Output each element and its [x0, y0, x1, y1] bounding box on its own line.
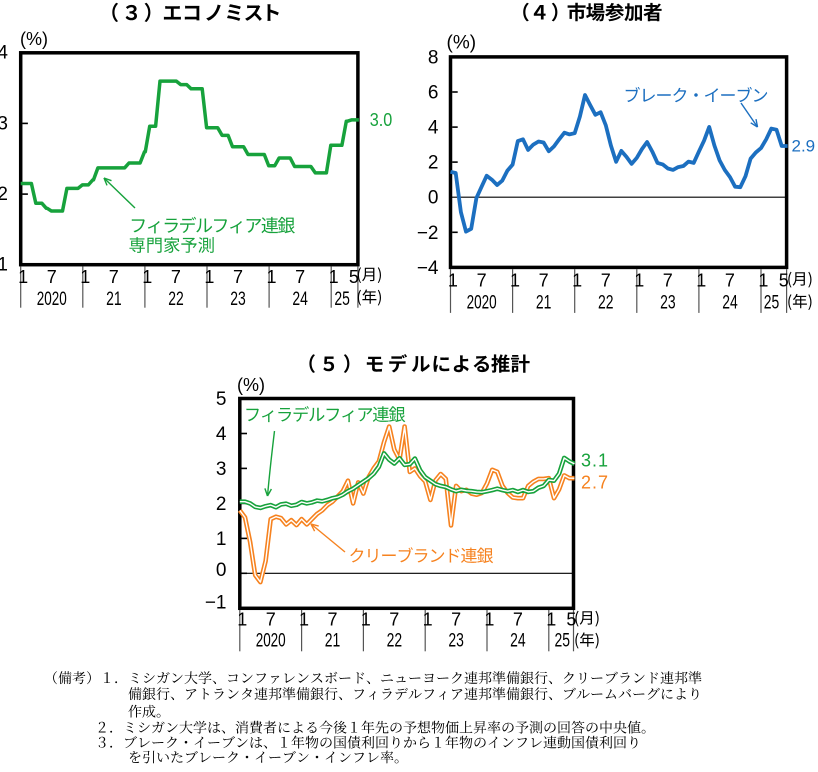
svg-text:1: 1: [142, 267, 152, 287]
svg-text:5: 5: [349, 267, 359, 287]
svg-text:22: 22: [168, 289, 184, 310]
svg-text:7: 7: [327, 610, 337, 630]
svg-text:25: 25: [555, 631, 571, 652]
svg-text:7: 7: [389, 610, 399, 630]
svg-text:(%): (%): [20, 29, 48, 49]
svg-text:25: 25: [334, 289, 350, 310]
svg-text:2.7: 2.7: [581, 473, 608, 493]
svg-text:(%): (%): [237, 375, 265, 395]
svg-text:1: 1: [423, 610, 433, 630]
svg-text:7: 7: [477, 271, 487, 291]
svg-text:0: 0: [428, 188, 439, 209]
svg-text:23: 23: [448, 631, 464, 652]
svg-text:1: 1: [572, 271, 582, 291]
svg-text:2: 2: [0, 184, 8, 205]
svg-text:24: 24: [722, 293, 738, 314]
svg-text:1: 1: [329, 267, 339, 287]
svg-text:5: 5: [779, 271, 789, 291]
svg-text:2020: 2020: [467, 293, 497, 314]
svg-text:0: 0: [216, 560, 227, 581]
svg-text:1: 1: [510, 271, 520, 291]
svg-text:7: 7: [47, 267, 57, 287]
svg-text:7: 7: [171, 267, 181, 287]
svg-text:4: 4: [428, 118, 439, 139]
svg-text:1: 1: [448, 271, 458, 291]
svg-text:2: 2: [428, 153, 439, 174]
svg-text:4: 4: [216, 424, 227, 445]
svg-text:24: 24: [292, 289, 308, 310]
svg-text:24: 24: [510, 631, 526, 652]
svg-text:2020: 2020: [37, 289, 67, 310]
svg-text:7: 7: [663, 271, 673, 291]
svg-text:(%): (%): [447, 33, 477, 54]
svg-text:7: 7: [295, 267, 305, 287]
svg-text:7: 7: [601, 271, 611, 291]
svg-text:25: 25: [764, 293, 780, 314]
svg-text:7: 7: [233, 267, 243, 287]
svg-text:2020: 2020: [256, 631, 286, 652]
svg-text:2: 2: [216, 494, 227, 515]
svg-text:3.0: 3.0: [370, 109, 393, 130]
svg-text:1: 1: [267, 267, 277, 287]
svg-text:1: 1: [0, 255, 8, 276]
svg-text:5: 5: [566, 610, 576, 630]
svg-text:4: 4: [0, 43, 8, 64]
svg-text:7: 7: [513, 610, 523, 630]
svg-text:1: 1: [299, 610, 309, 630]
svg-text:2.9: 2.9: [792, 137, 816, 156]
svg-text:3.1: 3.1: [581, 451, 608, 471]
svg-text:1: 1: [484, 610, 494, 630]
svg-text:−1: −1: [205, 592, 227, 613]
svg-text:5: 5: [216, 389, 227, 410]
svg-text:1: 1: [546, 610, 556, 630]
svg-text:21: 21: [325, 631, 341, 652]
svg-text:1: 1: [80, 267, 90, 287]
svg-text:23: 23: [230, 289, 246, 310]
svg-text:1: 1: [361, 610, 371, 630]
svg-text:1: 1: [204, 267, 214, 287]
svg-text:−4: −4: [417, 258, 439, 279]
svg-text:21: 21: [536, 293, 552, 314]
svg-text:3: 3: [216, 459, 227, 480]
svg-text:3: 3: [0, 113, 8, 134]
svg-text:6: 6: [428, 83, 439, 104]
svg-text:23: 23: [660, 293, 676, 314]
svg-text:7: 7: [539, 271, 549, 291]
svg-text:1: 1: [18, 267, 28, 287]
svg-text:22: 22: [598, 293, 614, 314]
svg-text:1: 1: [696, 271, 706, 291]
svg-text:7: 7: [266, 610, 276, 630]
svg-text:22: 22: [387, 631, 403, 652]
svg-text:7: 7: [451, 610, 461, 630]
svg-text:1: 1: [758, 271, 768, 291]
svg-text:8: 8: [428, 47, 439, 68]
svg-text:7: 7: [109, 267, 119, 287]
svg-text:1: 1: [216, 529, 227, 550]
svg-text:21: 21: [106, 289, 122, 310]
svg-text:−2: −2: [417, 223, 439, 244]
svg-text:1: 1: [237, 610, 247, 630]
svg-text:1: 1: [634, 271, 644, 291]
svg-text:7: 7: [725, 271, 735, 291]
